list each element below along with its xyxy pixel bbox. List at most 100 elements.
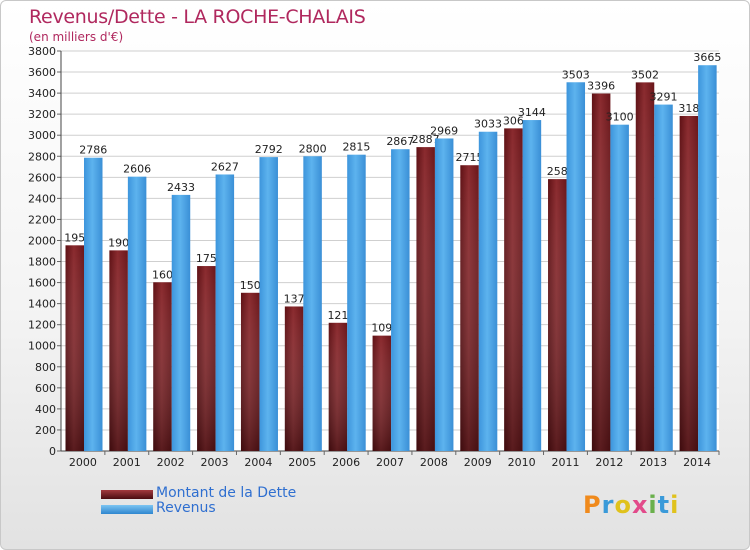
data-label: 3100 (606, 111, 634, 124)
data-label: 2969 (430, 124, 458, 137)
chart-title: Revenus/Dette - LA ROCHE-CHALAIS (29, 6, 366, 28)
data-label: 121 (327, 309, 348, 322)
bar-dette-shade (679, 115, 699, 452)
x-tick-label: 2009 (464, 456, 492, 469)
x-tick-label: 2000 (69, 456, 97, 469)
y-tick-label: 1000 (28, 340, 56, 353)
bar-dette-shade (65, 245, 84, 451)
legend-swatch-dette (101, 490, 153, 499)
proxiti-logo: Proxiti (583, 491, 679, 519)
bar-dette-shade (548, 179, 567, 451)
data-label: 2800 (299, 142, 327, 155)
x-tick-label: 2003 (201, 456, 229, 469)
bar-dette-shade (153, 282, 172, 451)
y-tick-label: 2600 (28, 171, 56, 184)
data-label: 2786 (79, 144, 107, 157)
y-tick-label: 1200 (28, 319, 56, 332)
logo-letter: r (601, 491, 615, 519)
bar-revenus (434, 138, 454, 451)
x-tick-label: 2011 (551, 456, 579, 469)
legend-swatch-revenus (101, 505, 153, 514)
bar-revenus (391, 149, 410, 452)
x-tick-label: 2007 (376, 456, 404, 469)
logo-letter: x (631, 491, 649, 519)
x-tick-label: 2013 (639, 456, 667, 469)
data-label: 3144 (518, 106, 546, 119)
y-tick-label: 1600 (28, 277, 56, 290)
logo-letter: t (657, 491, 671, 519)
y-tick-label: 3600 (28, 66, 56, 79)
bar-revenus (654, 104, 673, 451)
logo-letter: P (583, 491, 602, 519)
y-tick-label: 2800 (28, 150, 56, 163)
data-label: 190 (108, 236, 129, 249)
chart-subtitle: (en milliers d'€) (29, 30, 124, 44)
data-label: 258 (547, 165, 568, 178)
bar-dette-shade (284, 306, 304, 451)
bar-dette-shade (240, 292, 260, 451)
x-tick-label: 2005 (288, 456, 316, 469)
x-tick-label: 2012 (595, 456, 623, 469)
y-tick-label: 3200 (28, 108, 56, 121)
data-label: 306 (503, 114, 524, 127)
data-label: 3665 (693, 51, 721, 64)
data-label: 3396 (587, 80, 615, 93)
bar-revenus (171, 194, 191, 452)
data-label: 2887 (412, 133, 440, 146)
bar-revenus (478, 131, 498, 451)
data-label: 3291 (650, 91, 678, 104)
data-label: 3502 (631, 68, 659, 81)
x-tick-label: 2004 (244, 456, 272, 469)
bar-revenus (127, 176, 147, 451)
data-label: 2433 (167, 181, 195, 194)
data-label: 137 (284, 292, 305, 305)
y-tick-label: 400 (35, 403, 56, 416)
bar-revenus (610, 124, 629, 452)
logo-letter: o (614, 491, 632, 519)
data-label: 318 (678, 102, 699, 115)
y-tick-label: 0 (49, 445, 56, 458)
bar-dette-shade (416, 147, 435, 451)
data-label: 150 (240, 279, 261, 292)
data-label: 175 (196, 252, 217, 265)
x-tick-label: 2008 (420, 456, 448, 469)
data-label: 3503 (562, 68, 590, 81)
y-tick-label: 3400 (28, 87, 56, 100)
bar-dette-shade (591, 93, 611, 452)
x-tick-label: 2001 (113, 456, 141, 469)
x-tick-label: 2014 (683, 456, 711, 469)
bar-dette-shade (372, 335, 392, 451)
bar-dette-shade (460, 165, 479, 452)
data-label: 2715 (456, 151, 484, 164)
bar-dette-shade (197, 266, 216, 451)
y-tick-label: 2200 (28, 213, 56, 226)
y-tick-label: 2400 (28, 192, 56, 205)
bar-revenus (522, 120, 542, 451)
y-tick-label: 2000 (28, 234, 56, 247)
data-label: 195 (64, 231, 85, 244)
data-label: 109 (371, 322, 392, 335)
y-tick-label: 3800 (28, 45, 56, 58)
y-tick-label: 200 (35, 424, 56, 437)
bar-dette-shade (109, 250, 128, 451)
bar-revenus (259, 157, 278, 451)
x-tick-label: 2002 (157, 456, 185, 469)
bar-revenus (84, 157, 103, 451)
legend-label-revenus: Revenus (156, 500, 216, 516)
y-tick-label: 3000 (28, 129, 56, 142)
logo-letter: i (670, 491, 680, 519)
bar-revenus (215, 174, 235, 451)
bar-dette-shade (635, 82, 655, 452)
bar-revenus (347, 154, 366, 451)
y-tick-label: 1800 (28, 256, 56, 269)
data-label: 2792 (255, 143, 283, 156)
data-label: 160 (152, 268, 173, 281)
bar-revenus (698, 65, 717, 452)
bar-dette-shade (328, 322, 348, 451)
y-tick-label: 1400 (28, 298, 56, 311)
data-label: 2815 (342, 141, 370, 154)
bar-revenus (303, 156, 322, 451)
bar-revenus (566, 82, 586, 452)
